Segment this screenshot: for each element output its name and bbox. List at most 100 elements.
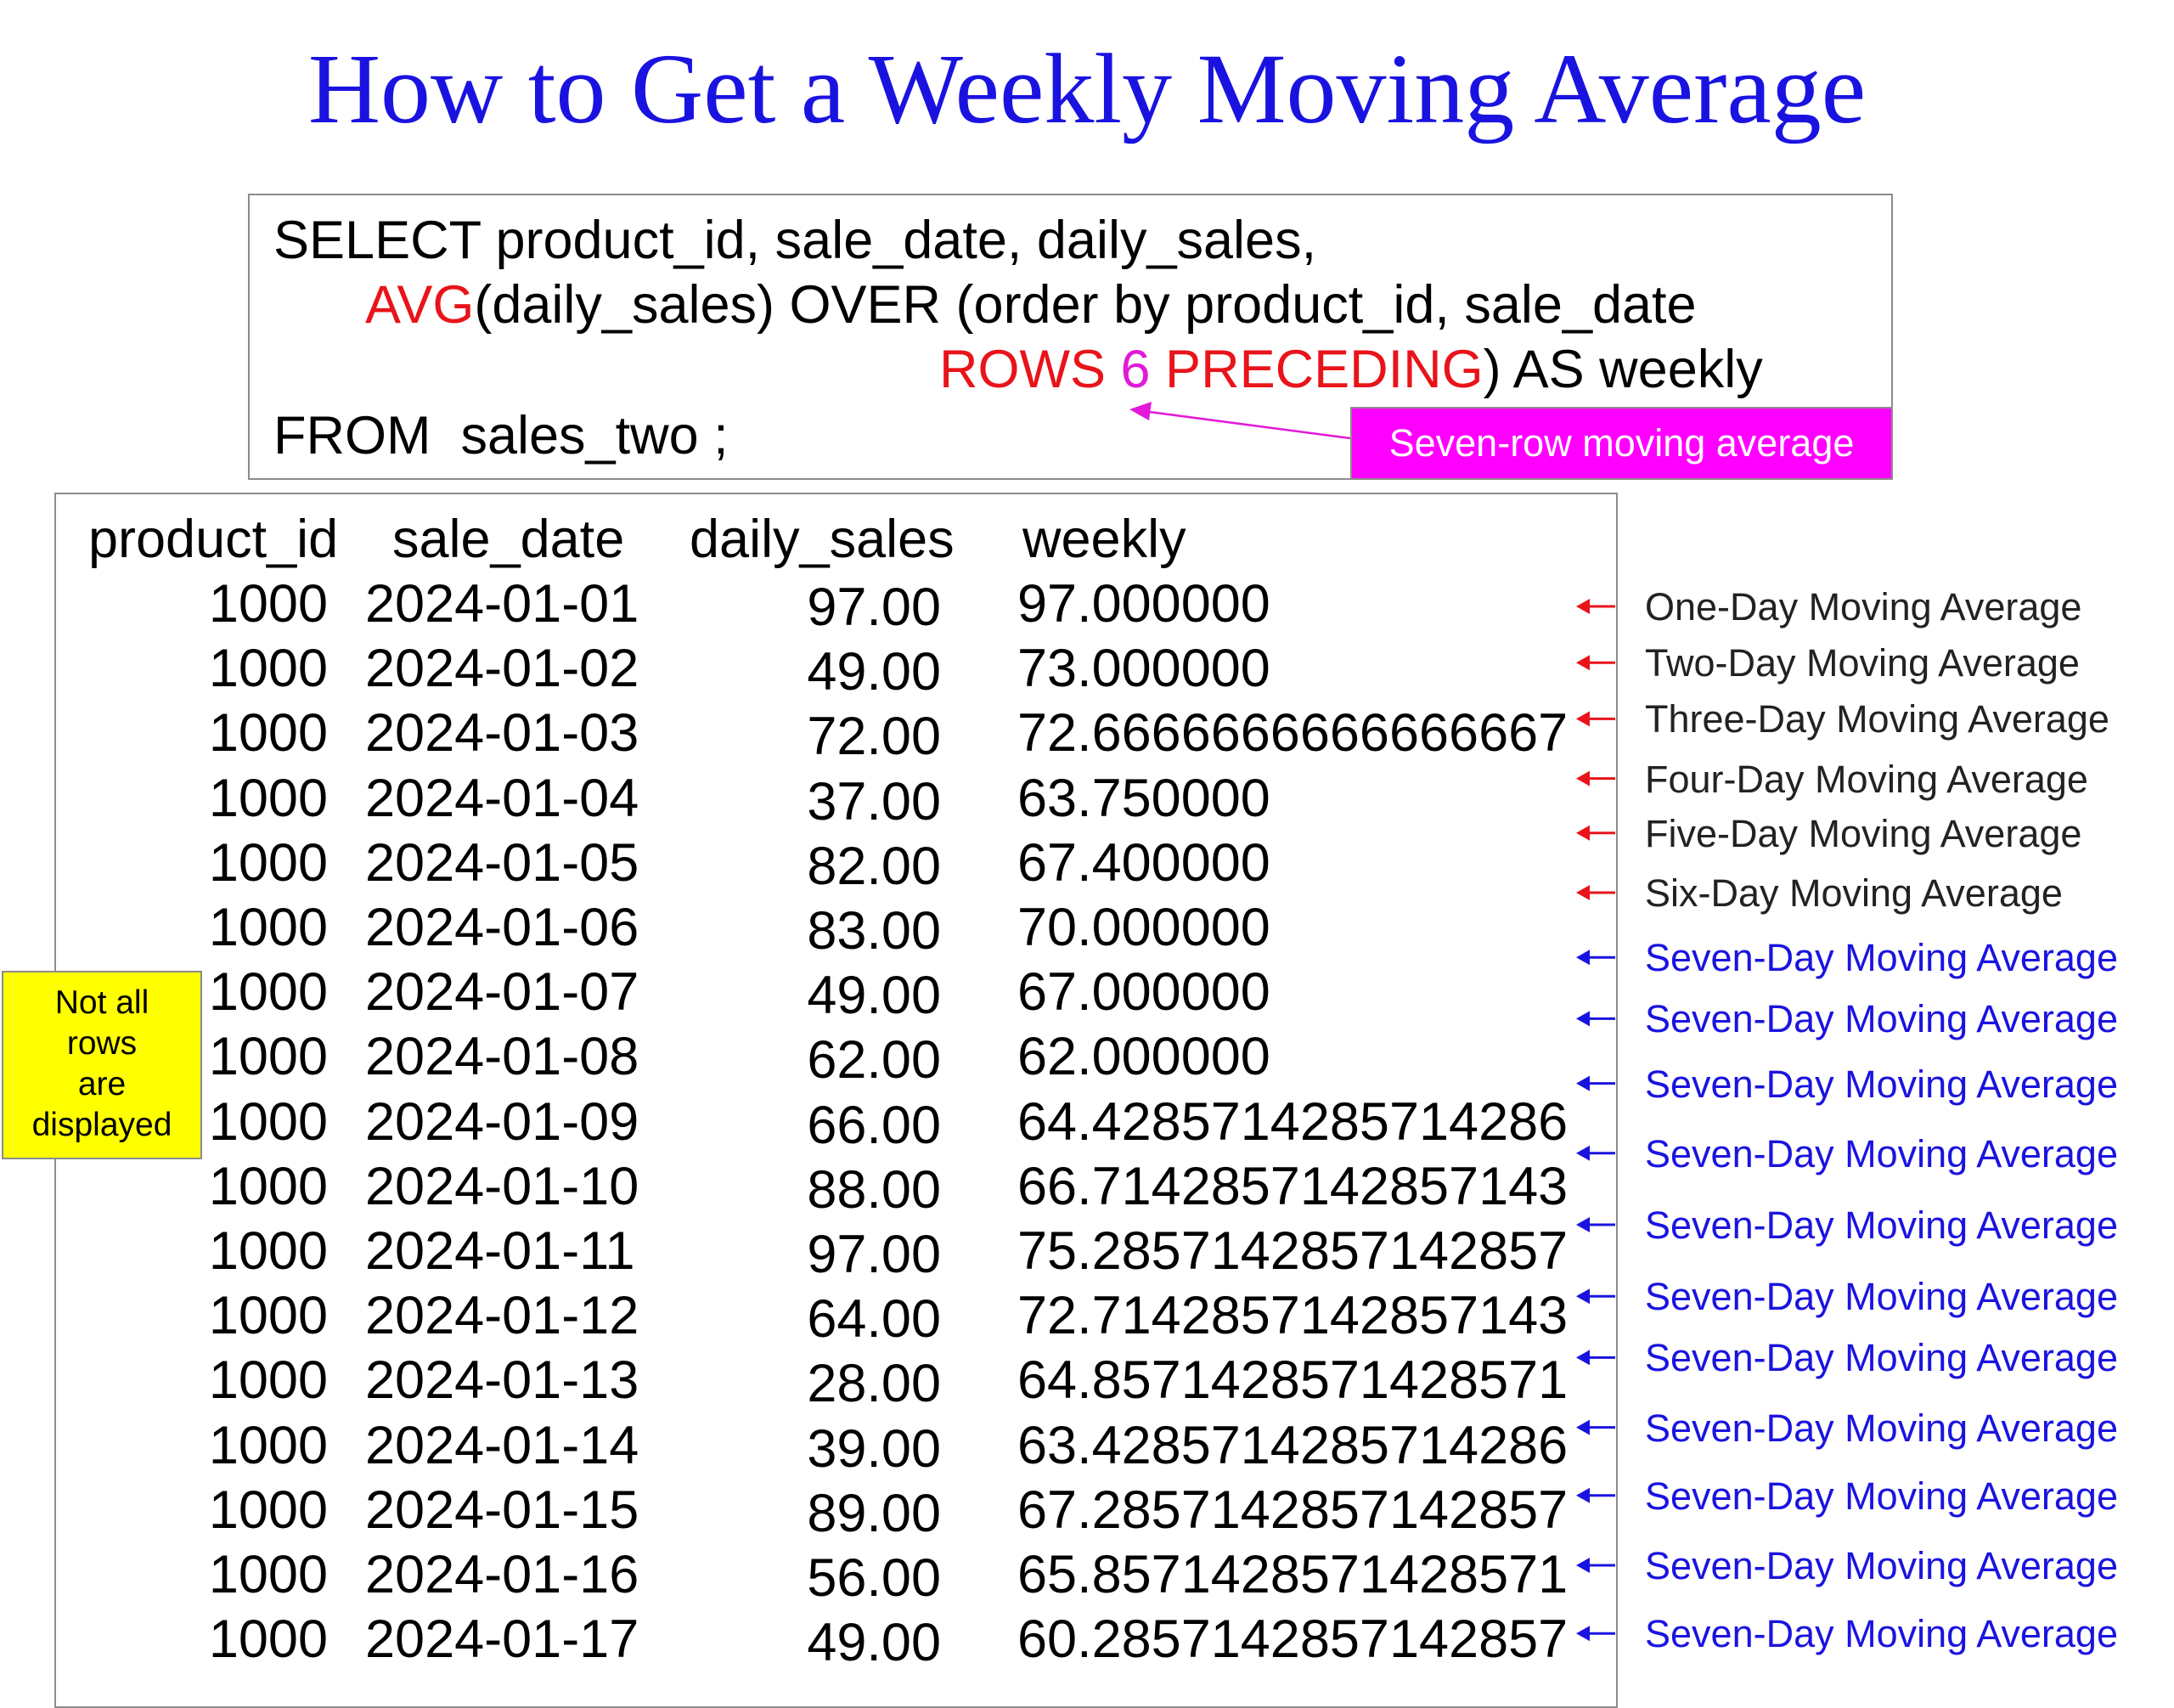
cell-weekly: 64.8571428571428571 [1017,1350,1569,1411]
sql-line-avg: AVG(daily_sales) OVER (order by product_… [365,275,1697,335]
cell-sale-date: 2024-01-15 [365,1480,639,1540]
cell-daily-sales: 89.00 [807,1483,941,1543]
cell-weekly: 64.4285714285714286 [1017,1091,1569,1152]
sticky-note-line: are [77,1066,127,1102]
moving-average-note: Seven-Day Moving Average [1645,1203,2118,1247]
moving-average-note: Seven-Day Moving Average [1645,1275,2118,1319]
cell-daily-sales: 49.00 [807,966,941,1026]
sql-rows-number: 6 [1120,340,1151,399]
seven-row-callout: Seven-row moving average [1350,407,1893,480]
cell-daily-sales: 88.00 [807,1159,941,1220]
cell-product-id: 1000 [208,1221,328,1281]
header-daily-sales: daily_sales [690,510,955,569]
cell-sale-date: 2024-01-13 [365,1350,639,1411]
cell-product-id: 1000 [208,962,328,1023]
cell-weekly: 67.2857142857142857 [1017,1480,1569,1540]
cell-product-id: 1000 [208,1545,328,1604]
cell-weekly: 75.2857142857142857 [1017,1221,1569,1281]
header-weekly: weekly [1022,510,1186,569]
cell-weekly: 60.2857142857142857 [1017,1609,1569,1670]
cell-weekly: 72.6666666666666667 [1017,703,1569,764]
sql-over-clause: (daily_sales) OVER (order by product_id,… [474,275,1697,335]
cell-product-id: 1000 [208,1286,328,1346]
moving-average-note: Six-Day Moving Average [1645,871,2063,915]
cell-daily-sales: 39.00 [807,1418,941,1479]
sql-avg-keyword: AVG [365,275,475,335]
cell-weekly: 67.400000 [1017,832,1270,893]
cell-weekly: 66.7142857142857143 [1017,1156,1569,1216]
sql-preceding-keyword: PRECEDING [1150,340,1484,399]
cell-sale-date: 2024-01-07 [365,962,639,1023]
sticky-note-line: rows [66,1025,138,1062]
cell-daily-sales: 97.00 [807,1225,941,1284]
cell-product-id: 1000 [208,898,328,957]
cell-daily-sales: 97.00 [807,578,941,637]
cell-weekly: 67.000000 [1017,962,1270,1023]
cell-sale-date: 2024-01-01 [365,574,639,634]
cell-sale-date: 2024-01-08 [365,1027,639,1087]
cell-sale-date: 2024-01-04 [365,768,639,828]
cell-sale-date: 2024-01-09 [365,1091,639,1152]
moving-average-note: Five-Day Moving Average [1645,811,2082,855]
moving-average-note: Three-Day Moving Average [1645,697,2109,741]
cell-product-id: 1000 [208,639,328,699]
cell-sale-date: 2024-01-06 [365,898,639,957]
cell-daily-sales: 56.00 [807,1548,941,1608]
moving-average-note: Seven-Day Moving Average [1645,1612,2118,1656]
moving-average-note: One-Day Moving Average [1645,585,2082,629]
moving-average-note: Four-Day Moving Average [1645,757,2088,801]
header-product-id: product_id [88,510,339,569]
cell-daily-sales: 37.00 [807,771,941,831]
cell-sale-date: 2024-01-05 [365,832,639,893]
cell-product-id: 1000 [208,768,328,828]
cell-daily-sales: 49.00 [807,642,941,702]
cell-daily-sales: 28.00 [807,1354,941,1414]
cell-daily-sales: 62.00 [807,1030,941,1091]
moving-average-note: Seven-Day Moving Average [1645,1544,2118,1587]
cell-product-id: 1000 [208,1350,328,1411]
sticky-note-line: Not all [54,984,149,1021]
cell-product-id: 1000 [208,574,328,634]
cell-product-id: 1000 [208,1027,328,1087]
cell-product-id: 1000 [208,1156,328,1216]
sticky-note: Not all rows are displayed [2,971,202,1159]
cell-product-id: 1000 [208,832,328,893]
cell-product-id: 1000 [208,703,328,764]
moving-average-note: Seven-Day Moving Average [1645,1474,2118,1518]
cell-weekly: 73.000000 [1017,639,1270,699]
cell-daily-sales: 64.00 [807,1289,941,1350]
moving-average-note: Seven-Day Moving Average [1645,1406,2118,1450]
cell-weekly: 70.000000 [1017,898,1270,957]
moving-average-note: Seven-Day Moving Average [1645,1062,2118,1106]
cell-daily-sales: 49.00 [807,1613,941,1673]
cell-sale-date: 2024-01-03 [365,703,639,764]
cell-sale-date: 2024-01-02 [365,639,639,699]
cell-sale-date: 2024-01-11 [365,1221,635,1281]
sql-alias: ) AS weekly [1483,340,1763,399]
cell-weekly: 97.000000 [1017,574,1270,634]
cell-weekly: 63.750000 [1017,768,1270,828]
sql-query-box [248,194,1893,480]
cell-daily-sales: 66.00 [807,1095,941,1155]
moving-average-note: Seven-Day Moving Average [1645,997,2118,1041]
sql-rows-keyword: ROWS [939,340,1121,399]
sticky-note-line: displayed [31,1107,172,1143]
moving-average-note: Seven-Day Moving Average [1645,1131,2118,1175]
sql-line-rows: ROWS 6 PRECEDING) AS weekly [939,340,1763,399]
sql-line-from: FROM sales_two ; [273,406,729,465]
cell-daily-sales: 72.00 [807,707,941,767]
header-sale-date: sale_date [392,510,625,569]
moving-average-note: Two-Day Moving Average [1645,641,2080,685]
cell-product-id: 1000 [208,1609,328,1670]
cell-sale-date: 2024-01-10 [365,1156,639,1216]
moving-average-note: Seven-Day Moving Average [1645,1336,2118,1380]
cell-weekly: 63.4285714285714286 [1017,1415,1569,1475]
moving-average-note: Seven-Day Moving Average [1645,936,2118,980]
cell-sale-date: 2024-01-12 [365,1286,639,1346]
cell-daily-sales: 82.00 [807,836,941,896]
cell-sale-date: 2024-01-17 [365,1609,639,1670]
cell-sale-date: 2024-01-16 [365,1545,639,1604]
cell-weekly: 62.000000 [1017,1027,1270,1087]
cell-weekly: 65.8571428571428571 [1017,1545,1569,1604]
cell-product-id: 1000 [208,1480,328,1540]
